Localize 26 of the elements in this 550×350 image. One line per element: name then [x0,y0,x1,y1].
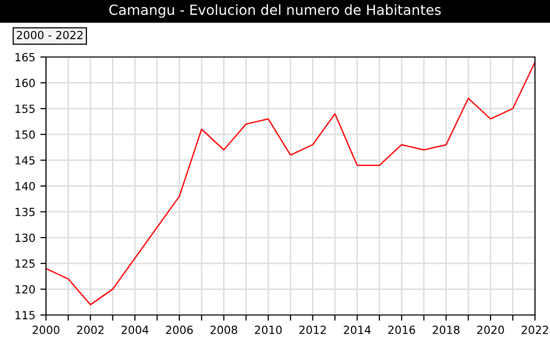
x-tick-label: 2014 [344,326,371,334]
x-tick-label: 2022 [522,326,548,334]
x-tick-label: 2002 [77,326,104,334]
y-tick-label: 160 [16,78,35,88]
y-tick-label: 165 [16,52,35,62]
text: 2000 - 2022 [16,30,83,40]
x-tick-label: 2008 [210,326,238,334]
x-tick-label: 2006 [166,326,193,334]
x-tick-label: 2020 [477,326,504,334]
line-series [46,62,535,306]
y-tick-label: 155 [16,104,35,113]
chart-title: Camangu - Evolucion del numero de Habitantes [109,4,441,18]
y-tick-label: 115 [16,311,35,320]
x-tick-label: 2016 [388,326,416,334]
y-tick-label: 140 [16,182,35,190]
y-tick-label: 130 [16,234,35,242]
y-tick-label: 120 [16,285,35,294]
x-tick-label: 2018 [432,326,460,334]
y-tick-label: 125 [16,259,35,268]
y-tick-label: 135 [16,208,35,216]
x-tick-label: 2010 [254,326,282,334]
y-tick-label: 150 [16,130,35,139]
y-tick-label: 145 [16,156,35,165]
x-tick-label: 2000 [32,326,60,334]
x-tick-label: 2012 [299,326,326,334]
x-tick-label: 2004 [122,326,148,334]
